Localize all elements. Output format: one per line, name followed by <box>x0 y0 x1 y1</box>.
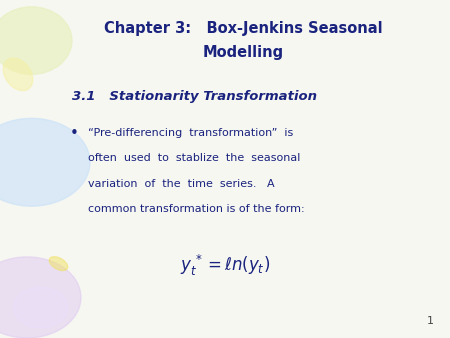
Ellipse shape <box>3 58 33 91</box>
Circle shape <box>0 257 81 338</box>
Text: common transformation is of the form:: common transformation is of the form: <box>88 204 304 214</box>
Text: 3.1   Stationarity Transformation: 3.1 Stationarity Transformation <box>72 90 317 103</box>
Ellipse shape <box>0 7 72 74</box>
Text: “Pre-differencing  transformation”  is: “Pre-differencing transformation” is <box>88 128 293 138</box>
Ellipse shape <box>49 257 68 271</box>
Text: •: • <box>70 126 79 141</box>
Text: Chapter 3:   Box-Jenkins Seasonal: Chapter 3: Box-Jenkins Seasonal <box>104 21 382 36</box>
Text: Modelling: Modelling <box>202 45 284 60</box>
Text: variation  of  the  time  series.   A: variation of the time series. A <box>88 178 274 189</box>
Text: often  used  to  stablize  the  seasonal: often used to stablize the seasonal <box>88 153 300 163</box>
Text: 1: 1 <box>427 316 434 326</box>
Circle shape <box>14 287 68 328</box>
Text: $y_t^{\,*} = \ell n(y_t)$: $y_t^{\,*} = \ell n(y_t)$ <box>180 253 270 278</box>
Circle shape <box>0 118 90 206</box>
